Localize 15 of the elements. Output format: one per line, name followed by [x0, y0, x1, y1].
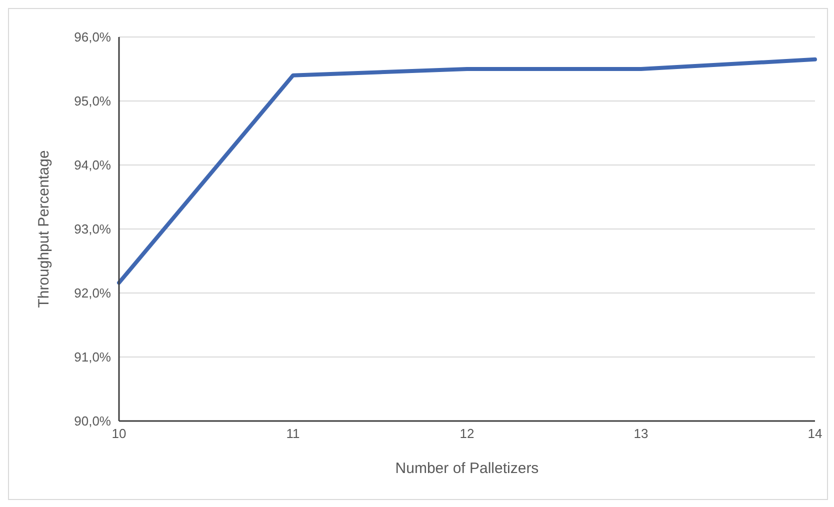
x-tick-label: 11 — [286, 426, 300, 442]
x-tick-label: 12 — [460, 426, 474, 442]
y-tick-label: 92,0% — [74, 286, 112, 301]
line-series — [117, 57, 817, 285]
y-tick-label: 91,0% — [74, 350, 112, 365]
y-tick-label: 94,0% — [74, 158, 112, 173]
y-tick-label: 90,0% — [74, 414, 112, 429]
x-tick-label: 13 — [634, 426, 648, 442]
x-tick-label: 14 — [808, 426, 822, 442]
y-tick-label: 96,0% — [74, 30, 112, 45]
y-tick-label: 93,0% — [74, 222, 112, 237]
x-tick-label: 10 — [112, 426, 126, 442]
y-axis-title: Throughput Percentage — [35, 150, 52, 308]
x-axis-title: Number of Palletizers — [395, 460, 539, 477]
y-tick-label: 95,0% — [74, 94, 112, 109]
